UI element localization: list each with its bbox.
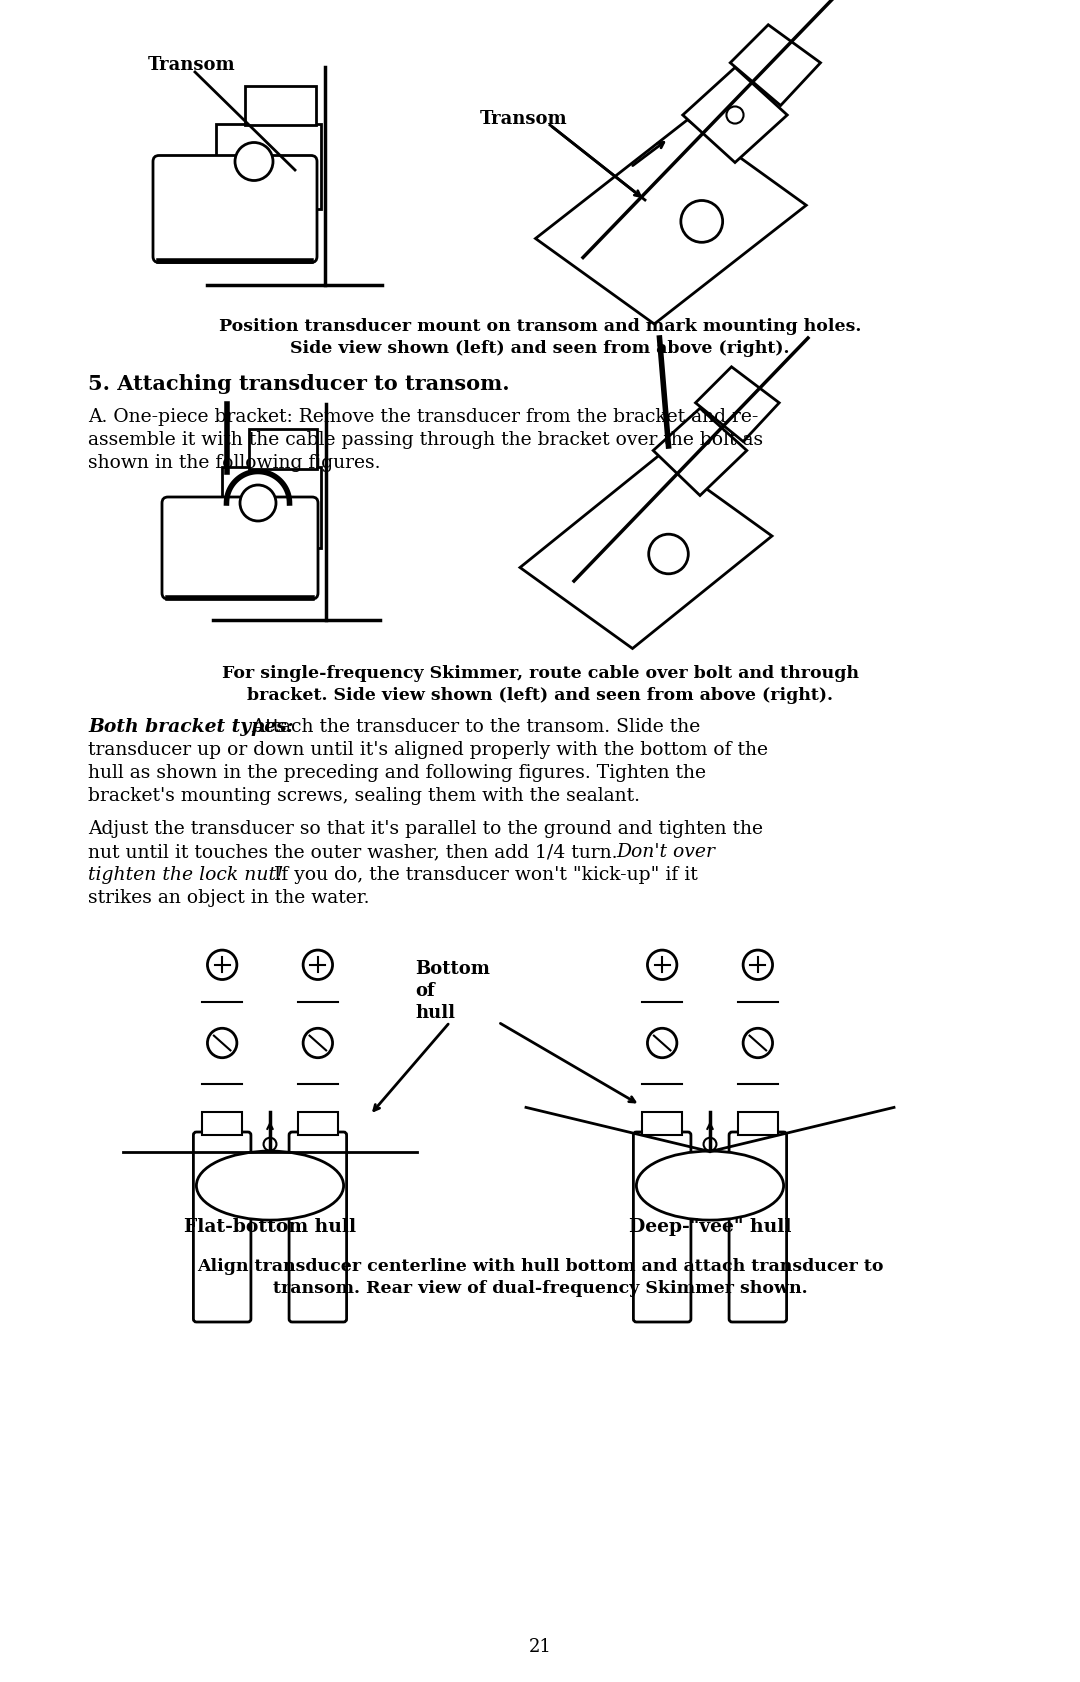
Text: Transom: Transom bbox=[148, 56, 235, 74]
Polygon shape bbox=[653, 409, 746, 496]
Circle shape bbox=[303, 950, 333, 979]
Circle shape bbox=[240, 484, 276, 521]
Circle shape bbox=[703, 1137, 716, 1150]
Text: 5. Attaching transducer to transom.: 5. Attaching transducer to transom. bbox=[87, 373, 510, 394]
Text: Both bracket types:: Both bracket types: bbox=[87, 718, 294, 737]
Circle shape bbox=[647, 950, 677, 979]
Text: Side view shown (left) and seen from above (right).: Side view shown (left) and seen from abo… bbox=[291, 340, 789, 357]
Circle shape bbox=[303, 1028, 333, 1058]
Polygon shape bbox=[683, 67, 787, 163]
Text: transducer up or down until it's aligned properly with the bottom of the: transducer up or down until it's aligned… bbox=[87, 742, 768, 759]
Circle shape bbox=[727, 106, 743, 123]
Bar bbox=[202, 1112, 242, 1135]
Text: shown in the following figures.: shown in the following figures. bbox=[87, 454, 380, 473]
FancyBboxPatch shape bbox=[633, 1132, 691, 1322]
Bar bbox=[738, 1112, 778, 1135]
Text: Bottom: Bottom bbox=[415, 960, 490, 977]
Polygon shape bbox=[730, 25, 821, 106]
Circle shape bbox=[649, 535, 688, 574]
Circle shape bbox=[743, 950, 772, 979]
Text: Adjust the transducer so that it's parallel to the ground and tighten the: Adjust the transducer so that it's paral… bbox=[87, 821, 762, 838]
FancyBboxPatch shape bbox=[162, 496, 318, 599]
Text: hull as shown in the preceding and following figures. Tighten the: hull as shown in the preceding and follo… bbox=[87, 764, 706, 782]
Text: nut until it touches the outer washer, then add 1/4 turn.: nut until it touches the outer washer, t… bbox=[87, 843, 623, 861]
Text: tighten the lock nut!: tighten the lock nut! bbox=[87, 866, 283, 885]
Text: Flat-bottom hull: Flat-bottom hull bbox=[184, 1218, 356, 1236]
Bar bbox=[249, 429, 316, 469]
Text: Align transducer centerline with hull bottom and attach transducer to: Align transducer centerline with hull bo… bbox=[197, 1258, 883, 1275]
Ellipse shape bbox=[636, 1150, 784, 1219]
Polygon shape bbox=[696, 367, 779, 441]
FancyBboxPatch shape bbox=[193, 1132, 251, 1322]
Text: Transom: Transom bbox=[480, 109, 568, 128]
Text: Don't over: Don't over bbox=[616, 843, 715, 861]
FancyBboxPatch shape bbox=[153, 155, 318, 262]
Text: Deep-"vee" hull: Deep-"vee" hull bbox=[629, 1218, 792, 1236]
Bar bbox=[298, 1112, 338, 1135]
Polygon shape bbox=[519, 456, 772, 649]
Bar bbox=[222, 468, 321, 548]
Text: strikes an object in the water.: strikes an object in the water. bbox=[87, 890, 369, 907]
Text: If you do, the transducer won't "kick-up" if it: If you do, the transducer won't "kick-up… bbox=[268, 866, 698, 885]
Bar bbox=[216, 123, 321, 209]
Ellipse shape bbox=[197, 1150, 343, 1219]
Text: assemble it with the cable passing through the bracket over the bolt as: assemble it with the cable passing throu… bbox=[87, 431, 764, 449]
Circle shape bbox=[743, 1028, 772, 1058]
Text: Attach the transducer to the transom. Slide the: Attach the transducer to the transom. Sl… bbox=[246, 718, 700, 737]
Text: A. One-piece bracket: Remove the transducer from the bracket and re-: A. One-piece bracket: Remove the transdu… bbox=[87, 409, 758, 426]
Circle shape bbox=[207, 950, 237, 979]
Circle shape bbox=[207, 1028, 237, 1058]
Text: Position transducer mount on transom and mark mounting holes.: Position transducer mount on transom and… bbox=[219, 318, 861, 335]
Circle shape bbox=[264, 1137, 276, 1150]
Text: bracket's mounting screws, sealing them with the sealant.: bracket's mounting screws, sealing them … bbox=[87, 787, 640, 806]
Polygon shape bbox=[536, 119, 807, 325]
Circle shape bbox=[235, 143, 273, 180]
Bar bbox=[244, 86, 315, 126]
Text: of: of bbox=[415, 982, 435, 1001]
Circle shape bbox=[647, 1028, 677, 1058]
Text: hull: hull bbox=[415, 1004, 455, 1023]
Text: For single-frequency Skimmer, route cable over bolt and through: For single-frequency Skimmer, route cabl… bbox=[221, 664, 859, 681]
Text: 21: 21 bbox=[528, 1638, 552, 1657]
FancyBboxPatch shape bbox=[289, 1132, 347, 1322]
Text: transom. Rear view of dual-frequency Skimmer shown.: transom. Rear view of dual-frequency Ski… bbox=[272, 1280, 808, 1297]
Text: bracket. Side view shown (left) and seen from above (right).: bracket. Side view shown (left) and seen… bbox=[247, 686, 833, 705]
Circle shape bbox=[680, 200, 723, 242]
FancyBboxPatch shape bbox=[729, 1132, 786, 1322]
Bar bbox=[642, 1112, 683, 1135]
